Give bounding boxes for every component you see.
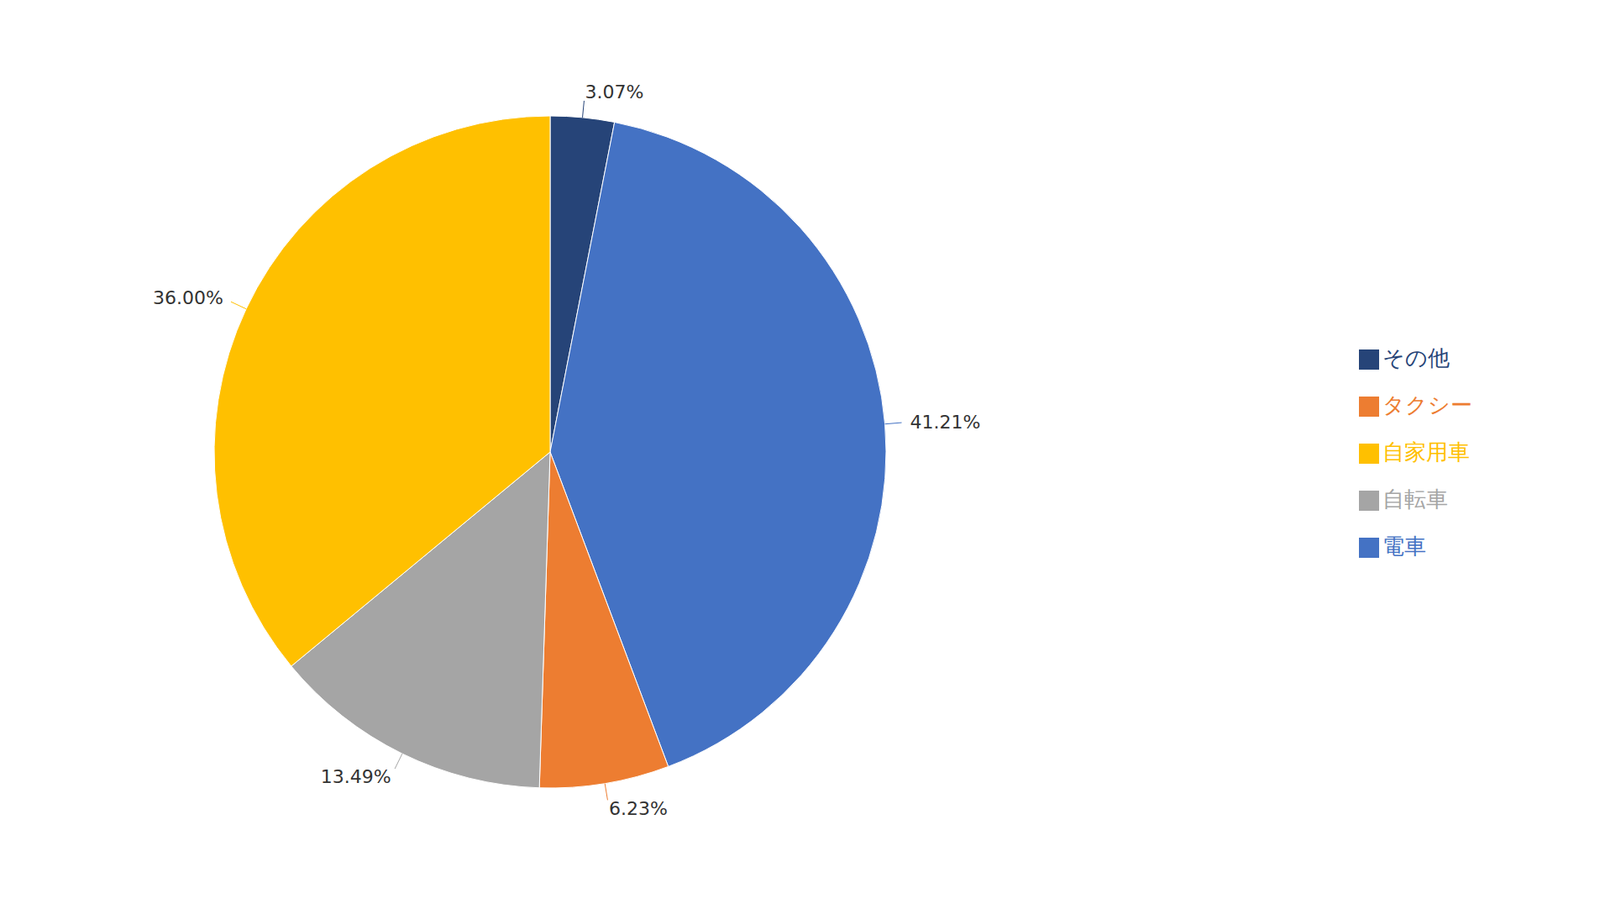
html-text:自転車: 自転車 bbox=[1382, 486, 1448, 512]
html-text:自家用車: 自家用車 bbox=[1382, 439, 1470, 465]
svg-text:13.49%: 13.49% bbox=[320, 765, 392, 787]
svg-text:41.21%: 41.21% bbox=[910, 411, 981, 433]
svg-text:36.00%: 36.00% bbox=[152, 287, 224, 309]
html-text:タクシー: タクシー bbox=[1382, 392, 1473, 418]
svg-text:3.07%: 3.07% bbox=[584, 81, 644, 103]
html-text:電車: 電車 bbox=[1382, 533, 1427, 559]
svg-text:6.23%: 6.23% bbox=[608, 797, 668, 819]
html-text:その他: その他 bbox=[1382, 345, 1450, 371]
